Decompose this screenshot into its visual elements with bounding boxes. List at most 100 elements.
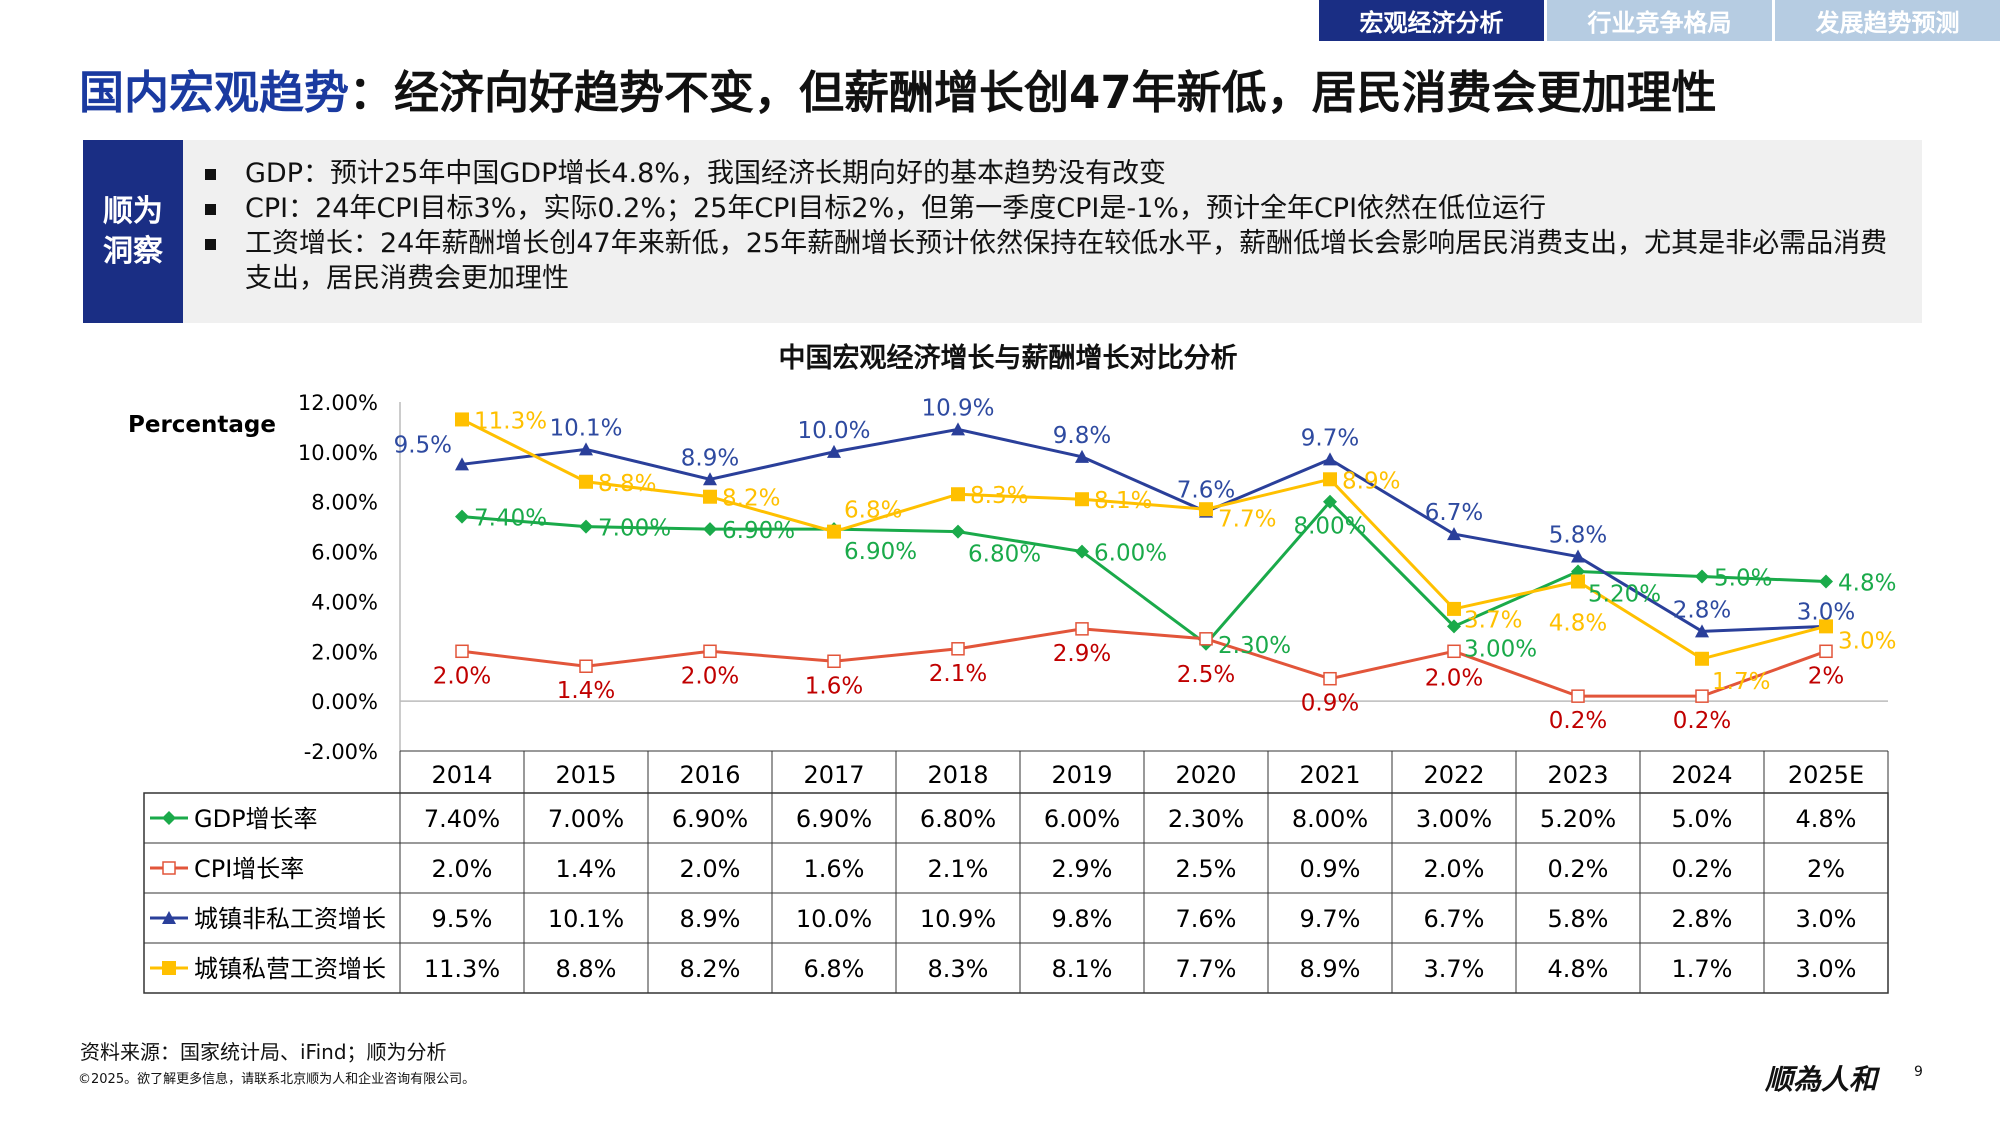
table-cell: 2.1% <box>928 855 989 883</box>
data-label: 7.00% <box>598 516 671 542</box>
table-cell: 9.7% <box>1300 905 1361 933</box>
table-cell: 3.00% <box>1416 805 1492 833</box>
table-cell: 6.80% <box>920 805 996 833</box>
wage-nonprivate-marker <box>1571 549 1585 563</box>
data-label: 9.8% <box>1053 423 1111 449</box>
legend-marker <box>162 861 176 875</box>
legend-label: 城镇私营工资增长 <box>194 955 386 983</box>
cpi-marker <box>455 644 469 659</box>
tab-industry-competition[interactable]: 行业竞争格局 <box>1547 0 1772 41</box>
data-label: 3.7% <box>1464 607 1522 633</box>
y-axis-label: Percentage <box>128 412 276 438</box>
data-label: 10.0% <box>797 418 870 444</box>
gdp-marker <box>1075 544 1089 559</box>
wage-private-marker <box>703 489 717 504</box>
copyright: ©2025。欲了解更多信息，请联系北京顺为人和企业咨询有限公司。 <box>78 1072 476 1087</box>
table-cell: 7.40% <box>424 805 500 833</box>
wage-nonprivate-marker <box>1447 527 1461 541</box>
data-label: 1.7% <box>1712 669 1770 695</box>
table-cell: 1.7% <box>1672 955 1733 983</box>
cpi-marker <box>1199 632 1213 646</box>
table-cell: 3.0% <box>1796 905 1857 933</box>
gdp-marker <box>1447 619 1461 634</box>
data-label: 0.2% <box>1549 708 1607 734</box>
insight-label: 顺为 洞察 <box>83 140 183 323</box>
wage-nonprivate-marker <box>1323 452 1337 466</box>
data-label: 6.90% <box>722 518 795 544</box>
y-tick-label: 0.00% <box>311 690 378 714</box>
title-rest: ：经济向好趋势不变，但薪酬增长创47年新低，居民消费会更加理性 <box>349 66 1717 119</box>
data-label: 5.0% <box>1714 566 1772 592</box>
wage-private-marker <box>1819 619 1833 634</box>
table-cell: 1.6% <box>804 855 865 883</box>
wage-private-marker <box>455 412 469 427</box>
data-label: 2.1% <box>929 661 987 687</box>
wage-private-marker <box>951 487 965 502</box>
cpi-marker <box>1819 644 1833 659</box>
table-cell: 10.9% <box>920 905 996 933</box>
gdp-marker <box>1819 574 1833 589</box>
table-cell: 8.3% <box>928 955 989 983</box>
table-cell: 2.0% <box>680 855 741 883</box>
data-label: 2.0% <box>1425 665 1483 691</box>
legend-marker <box>162 961 176 975</box>
tab-development-trend[interactable]: 发展趋势预测 <box>1775 0 2000 41</box>
table-cell: 7.7% <box>1176 955 1237 983</box>
cpi-marker <box>1571 689 1585 703</box>
table-cell: 1.4% <box>556 855 617 883</box>
table-cell: 7.00% <box>548 805 624 833</box>
data-label: 6.00% <box>1094 541 1167 567</box>
table-cell: 8.9% <box>680 905 741 933</box>
table-cell: 2.0% <box>1424 855 1485 883</box>
gdp-marker <box>1323 494 1337 509</box>
insight-bullet-gdp: GDP：预计25年中国GDP增长4.8%，我国经济长期向好的基本趋势没有改变 <box>203 156 1903 191</box>
insight-bullets: GDP：预计25年中国GDP增长4.8%，我国经济长期向好的基本趋势没有改变 C… <box>203 156 1903 296</box>
table-cell: 6.8% <box>804 955 865 983</box>
table-cell: 2.8% <box>1672 905 1733 933</box>
table-cell: 2.5% <box>1176 855 1237 883</box>
wage-nonprivate-marker <box>455 457 469 471</box>
series-line-1 <box>461 627 1827 698</box>
series-line-2 <box>461 427 1827 633</box>
table-cell: 3.0% <box>1796 955 1857 983</box>
section-tabs: 宏观经济分析 行业竞争格局 发展趋势预测 <box>1316 0 2000 41</box>
insight-label-line1: 顺为 <box>103 193 163 229</box>
wage-private-marker <box>1323 472 1337 487</box>
data-label: 3.0% <box>1838 628 1896 654</box>
y-tick-label: -2.00% <box>304 740 378 764</box>
table-cell: 9.5% <box>432 905 493 933</box>
table-cell: 6.7% <box>1424 905 1485 933</box>
data-label: 1.4% <box>557 678 615 704</box>
data-label: 0.2% <box>1673 708 1731 734</box>
x-tick-label: 2025E <box>1788 761 1864 789</box>
gdp-marker <box>579 519 593 534</box>
data-label: 5.20% <box>1588 582 1661 608</box>
table-cell: 8.1% <box>1052 955 1113 983</box>
cpi-marker <box>827 654 841 669</box>
data-label: 2.0% <box>433 663 491 689</box>
data-label: 7.6% <box>1177 478 1235 504</box>
data-label: 1.6% <box>805 673 863 699</box>
table-cell: 2.30% <box>1168 805 1244 833</box>
table-cell: 8.00% <box>1292 805 1368 833</box>
y-tick-label: 2.00% <box>311 640 378 664</box>
data-label: 6.7% <box>1425 500 1483 526</box>
table-cell: 4.8% <box>1548 955 1609 983</box>
data-label: 7.7% <box>1218 507 1276 533</box>
title-highlight: 国内宏观趋势 <box>79 66 350 119</box>
x-tick-label: 2020 <box>1175 761 1236 789</box>
cpi-marker <box>579 659 593 673</box>
source-note: 资料来源：国家统计局、iFind；顺为分析 <box>80 1040 447 1064</box>
data-label: 9.7% <box>1301 425 1359 451</box>
table-cell: 0.2% <box>1672 855 1733 883</box>
data-label: 11.3% <box>474 408 547 434</box>
table-cell: 2.0% <box>432 855 493 883</box>
tab-macro-economy[interactable]: 宏观经济分析 <box>1319 0 1544 41</box>
y-tick-label: 8.00% <box>311 491 378 515</box>
table-cell: 0.2% <box>1548 855 1609 883</box>
gdp-marker <box>703 522 717 537</box>
data-label: 8.8% <box>598 471 656 497</box>
x-tick-label: 2017 <box>803 761 864 789</box>
table-cell: 8.2% <box>680 955 741 983</box>
gdp-marker <box>951 524 965 539</box>
